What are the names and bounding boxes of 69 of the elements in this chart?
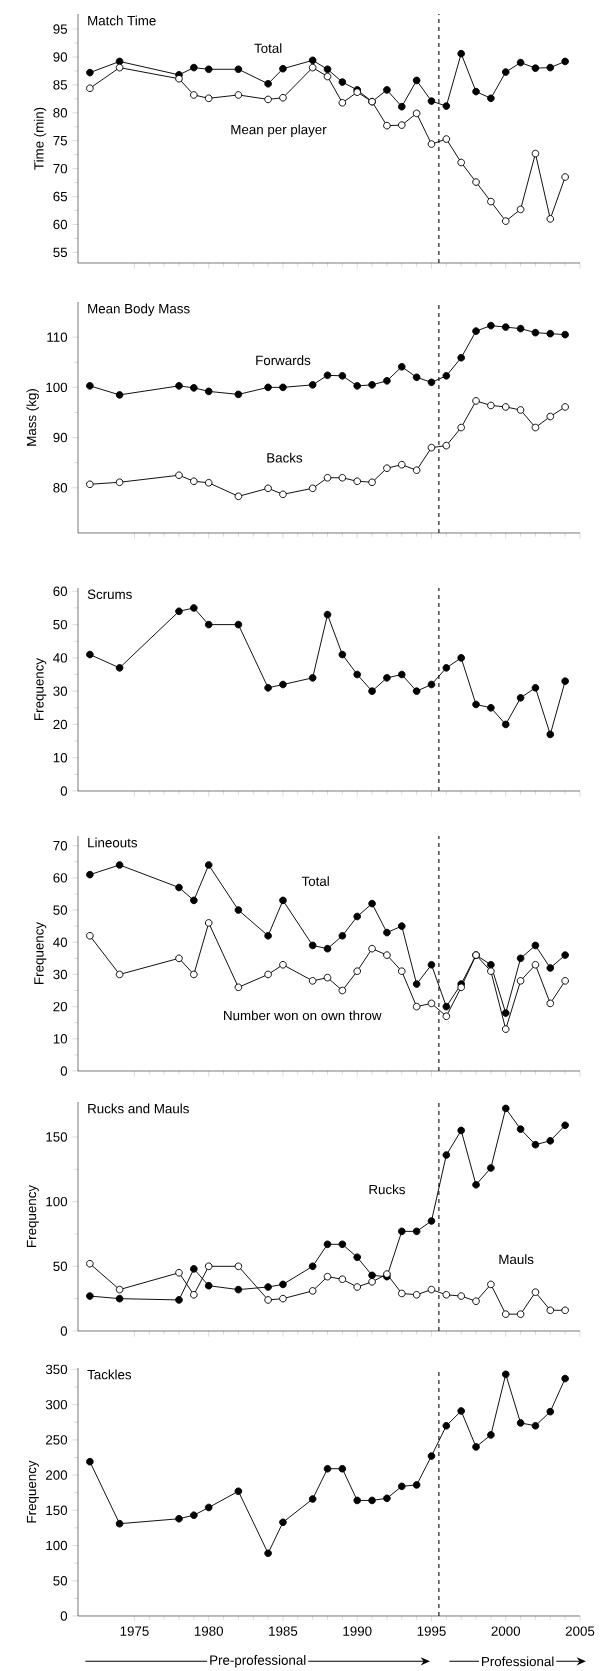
series-label: Forwards	[256, 355, 311, 366]
y-tick-label: 100	[46, 1196, 68, 1207]
y-axis-title: Frequency	[34, 922, 47, 984]
text: Professional	[482, 1656, 554, 1667]
x-tick-label: 1995	[417, 1626, 446, 1636]
text: Pre-professional	[210, 1655, 306, 1668]
chart-title: Rucks and Mauls	[88, 1103, 189, 1114]
y-tick-label: 80	[53, 483, 68, 493]
y-axis-title: Frequency	[26, 1185, 39, 1247]
y-tick-label: 90	[53, 432, 68, 443]
y-tick-label: 75	[53, 136, 68, 146]
series-label: Total	[254, 43, 282, 53]
y-tick-label: 250	[46, 1435, 68, 1445]
y-tick-label: 110	[47, 332, 68, 342]
y-tick-label: 20	[53, 1001, 68, 1012]
y-tick-label: 200	[46, 1470, 68, 1480]
y-tick-label: 20	[53, 719, 68, 730]
y-axis-title: Mass (kg)	[26, 389, 39, 446]
x-tick-label: 1990	[343, 1626, 372, 1636]
chart-title: Match Time	[88, 15, 156, 26]
series-label: Mean per player	[231, 124, 327, 137]
y-tick-label: 85	[53, 80, 68, 90]
y-tick-label: 100	[46, 382, 68, 393]
y-tick-label: 150	[46, 1505, 68, 1516]
y-axis-title: Frequency	[26, 1460, 39, 1523]
y-tick-label: 50	[53, 1576, 68, 1586]
y-tick-label: 40	[53, 653, 68, 663]
y-tick-label: 90	[53, 52, 68, 62]
chart-title: Mean Body Mass	[88, 303, 190, 317]
y-tick-label: 150	[46, 1132, 68, 1142]
y-tick-label: 0	[60, 1066, 68, 1076]
x-tick-label: 1975	[120, 1626, 149, 1636]
y-tick-label: 0	[60, 1326, 68, 1336]
y-tick-label: 100	[46, 1540, 68, 1551]
y-tick-label: 70	[53, 163, 68, 174]
y-tick-label: 60	[53, 873, 68, 883]
y-tick-label: 50	[53, 905, 68, 915]
y-axis-title: Time (min)	[33, 107, 47, 170]
x-tick-label: 1985	[269, 1626, 298, 1636]
series-label: Mauls	[499, 1254, 534, 1265]
y-tick-label: 0	[60, 1611, 68, 1621]
series-label: Number won on own throw	[224, 1010, 382, 1021]
series-label: Backs	[267, 452, 303, 463]
y-tick-label: 50	[53, 1261, 68, 1272]
y-axis-title: Frequency	[34, 658, 47, 720]
chart-title: Scrums	[87, 589, 132, 600]
y-tick-label: 70	[53, 840, 68, 851]
y-tick-label: 55	[53, 247, 68, 258]
y-tick-label: 30	[53, 686, 68, 696]
series-label: Total	[301, 876, 329, 886]
chart-title: Lineouts	[88, 837, 138, 848]
x-tick-label: 1980	[194, 1626, 224, 1636]
y-tick-label: 80	[53, 108, 68, 118]
y-tick-label: 95	[53, 24, 68, 34]
y-tick-label: 10	[53, 753, 68, 763]
y-tick-label: 65	[53, 191, 68, 202]
y-tick-label: 300	[45, 1399, 68, 1410]
x-tick-label: 2005	[565, 1626, 595, 1636]
y-tick-label: 10	[53, 1034, 68, 1044]
y-tick-label: 350	[45, 1364, 68, 1375]
chart-title: Tackles	[87, 1369, 132, 1380]
y-tick-label: 50	[53, 619, 68, 630]
text: Rucks	[369, 1184, 405, 1195]
y-tick-label: 60	[53, 219, 68, 230]
x-tick-label: 2000	[491, 1626, 521, 1636]
y-tick-label: 30	[53, 969, 68, 980]
y-tick-label: 60	[53, 586, 68, 597]
y-tick-label: 0	[60, 786, 68, 796]
y-tick-label: 40	[53, 937, 68, 947]
